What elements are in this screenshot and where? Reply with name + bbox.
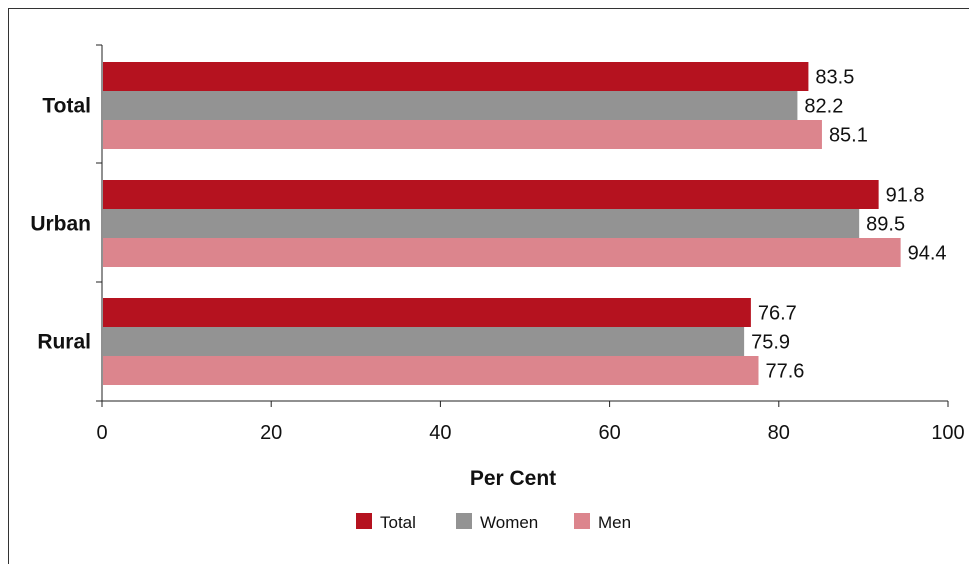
x-tick-label: 60 xyxy=(598,422,620,444)
x-axis-title: Per Cent xyxy=(470,467,556,490)
data-label: 82.2 xyxy=(804,96,843,118)
bar-women xyxy=(103,91,798,120)
legend-swatch-men xyxy=(574,513,590,529)
data-label: 94.4 xyxy=(908,243,947,265)
data-label: 77.6 xyxy=(765,361,804,383)
chart-frame xyxy=(8,8,969,564)
bar-men xyxy=(103,238,901,267)
category-label: Urban xyxy=(30,213,91,236)
bar-men xyxy=(103,120,822,149)
x-tick-label: 100 xyxy=(931,422,964,444)
x-tick-label: 40 xyxy=(429,422,451,444)
bars xyxy=(103,62,901,385)
legend: Total Women Men xyxy=(356,513,631,532)
bar-total xyxy=(103,62,809,91)
axes: 0 20 40 60 80 100 Total Urban Rural xyxy=(30,44,965,444)
category-label: Total xyxy=(42,95,91,118)
legend-label: Total xyxy=(380,513,416,532)
data-label: 89.5 xyxy=(866,214,905,236)
x-tick-label: 20 xyxy=(260,422,282,444)
category-label: Rural xyxy=(37,331,91,354)
data-labels: 83.5 82.2 85.1 91.8 89.594.4 76.7 75.9 77.6 xyxy=(751,67,946,383)
x-tick-label: 80 xyxy=(768,422,790,444)
legend-label: Women xyxy=(480,513,538,532)
bar-total xyxy=(103,180,879,209)
bar-women xyxy=(103,327,745,356)
data-label: 76.7 xyxy=(758,303,797,325)
bar-men xyxy=(103,356,759,385)
data-label: 75.9 xyxy=(751,332,790,354)
data-label: 85.1 xyxy=(829,125,868,147)
x-tick-label: 0 xyxy=(96,422,107,444)
legend-label: Men xyxy=(598,513,631,532)
data-label: 91.8 xyxy=(886,185,925,207)
legend-swatch-women xyxy=(456,513,472,529)
data-label: 83.5 xyxy=(815,67,854,89)
bar-total xyxy=(103,298,751,327)
legend-swatch-total xyxy=(356,513,372,529)
bar-women xyxy=(103,209,860,238)
